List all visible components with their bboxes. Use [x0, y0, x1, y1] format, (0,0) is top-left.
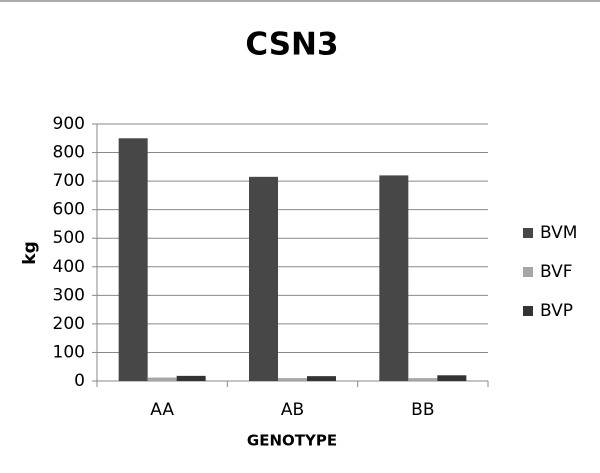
x-tick-label: BB — [411, 400, 434, 420]
bar — [176, 375, 206, 381]
legend-swatch — [523, 228, 533, 238]
y-tick-label: 700 — [53, 171, 85, 191]
y-tick-label: 400 — [53, 257, 85, 277]
legend-label: BVP — [540, 301, 573, 321]
y-axis-label: kg — [20, 241, 40, 264]
legend-label: BVF — [540, 262, 573, 282]
bar — [437, 375, 467, 381]
x-axis-label: GENOTYPE — [247, 432, 337, 450]
bar — [278, 378, 307, 381]
x-tick-label: AA — [150, 400, 174, 420]
bar — [307, 376, 336, 381]
y-tick-label: 300 — [53, 285, 85, 305]
legend-swatch — [523, 267, 533, 277]
x-tick-label: AB — [281, 400, 304, 420]
bar — [379, 175, 409, 381]
legend-label: BVM — [540, 223, 577, 243]
y-tick-label: 0 — [74, 371, 85, 391]
y-tick-label: 100 — [53, 342, 85, 362]
y-tick-label: 600 — [53, 200, 85, 220]
bar — [118, 138, 148, 381]
bar — [249, 176, 278, 381]
chart-title: CSN3 — [245, 27, 338, 63]
bar — [147, 377, 177, 381]
y-tick-label: 500 — [53, 228, 85, 248]
y-tick-label: 900 — [53, 114, 85, 134]
y-tick-label: 800 — [53, 143, 85, 163]
bar — [408, 378, 438, 381]
legend-swatch — [523, 306, 533, 316]
y-tick-label: 200 — [53, 314, 85, 334]
